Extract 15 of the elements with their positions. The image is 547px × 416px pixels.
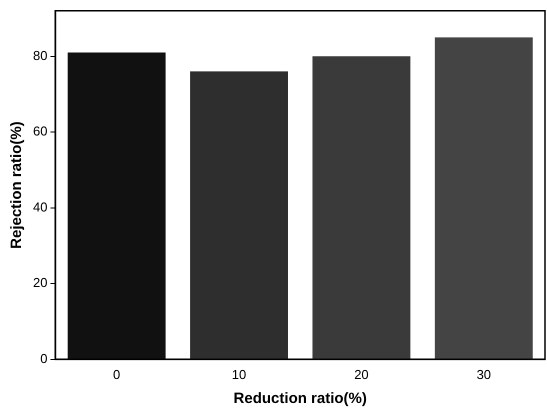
x-tick-label: 10 bbox=[232, 366, 246, 382]
bar bbox=[68, 52, 166, 359]
x-tick-label: 20 bbox=[354, 366, 369, 382]
y-axis-title: Rejection ratio(%) bbox=[8, 121, 26, 249]
x-axis-title: Reduction ratio(%) bbox=[234, 390, 367, 408]
bar bbox=[434, 37, 533, 359]
y-tick-label: 80 bbox=[32, 48, 48, 63]
x-tick-label: 30 bbox=[476, 366, 492, 382]
bar bbox=[312, 56, 410, 359]
y-tick-label: 40 bbox=[32, 199, 48, 214]
y-tick-label: 60 bbox=[32, 124, 48, 139]
x-tick-label: 0 bbox=[113, 366, 120, 382]
y-tick-label: 0 bbox=[40, 350, 48, 366]
bar bbox=[190, 71, 288, 359]
y-tick-label: 20 bbox=[32, 275, 48, 290]
